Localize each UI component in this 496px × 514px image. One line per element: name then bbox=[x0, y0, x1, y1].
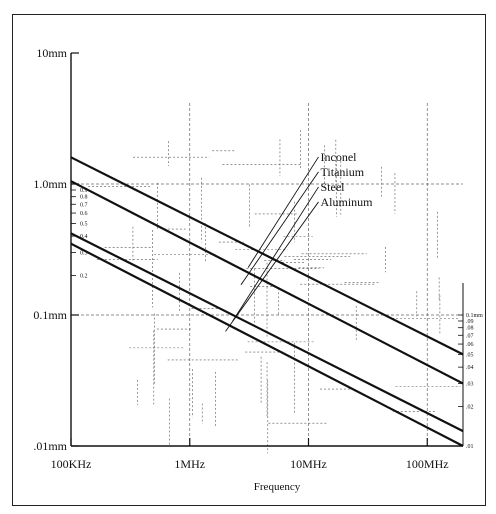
x-axis-title: Frequency bbox=[254, 481, 301, 493]
series-line-steel bbox=[70, 232, 464, 433]
legend-label-titanium: Titanium bbox=[321, 165, 365, 179]
y-right-label: .08 bbox=[466, 326, 474, 332]
series-line-inconel bbox=[70, 156, 464, 356]
series-line-aluminum bbox=[70, 242, 464, 447]
series-layer bbox=[70, 156, 464, 447]
x-tick-label: 100MHz bbox=[406, 457, 449, 471]
x-tick-label: 10MHz bbox=[290, 457, 327, 471]
leader-line-aluminum bbox=[225, 201, 319, 332]
y-tick-label: 10mm bbox=[36, 46, 67, 60]
y-right-label: .09 bbox=[466, 319, 474, 325]
y-minor-label: 0.5 bbox=[80, 221, 88, 227]
y-minor-label: 0.4 bbox=[80, 234, 88, 240]
y-right-label: .04 bbox=[466, 365, 474, 371]
grid-layer bbox=[71, 103, 463, 454]
y-right-label: .03 bbox=[466, 381, 474, 387]
y-minor-label: 0.6 bbox=[80, 211, 88, 217]
legend-label-aluminum: Aluminum bbox=[321, 195, 374, 209]
series-line-titanium bbox=[70, 180, 464, 385]
y-minor-label: 0.8 bbox=[80, 195, 88, 201]
leader-line-titanium bbox=[240, 171, 319, 286]
legend-label-inconel: Inconel bbox=[321, 150, 358, 164]
x-tick-label: 1MHz bbox=[174, 457, 205, 471]
y-right-label: .05 bbox=[466, 352, 474, 358]
y-right-label: .01 bbox=[466, 444, 474, 450]
y-tick-label: 1.0mm bbox=[33, 177, 67, 191]
chart-frame bbox=[12, 14, 486, 506]
y-minor-label: 0.3 bbox=[80, 250, 88, 256]
leader-line-inconel bbox=[247, 156, 319, 268]
y-tick-label: .01mm bbox=[33, 439, 67, 453]
y-right-label: .07 bbox=[466, 333, 474, 339]
axes-layer bbox=[70, 52, 464, 447]
y-right-label: .02 bbox=[466, 405, 474, 411]
legend-label-steel: Steel bbox=[321, 180, 346, 194]
leader-line-steel bbox=[232, 186, 319, 322]
y-minor-label: 0.9 bbox=[80, 188, 88, 194]
y-tick-label: 0.1mm bbox=[33, 308, 67, 322]
y-right-label: .06 bbox=[466, 342, 474, 348]
y-minor-label: 0.2 bbox=[80, 274, 88, 280]
x-tick-label: 100KHz bbox=[51, 457, 92, 471]
y-minor-label: 0.7 bbox=[80, 202, 88, 208]
y-right-label: 0.1mm bbox=[466, 313, 483, 319]
label-layer: 10mm 1.0mm 0.1mm .01mm 100KHz 1MHz 10MHz 100MHz… bbox=[33, 46, 483, 471]
